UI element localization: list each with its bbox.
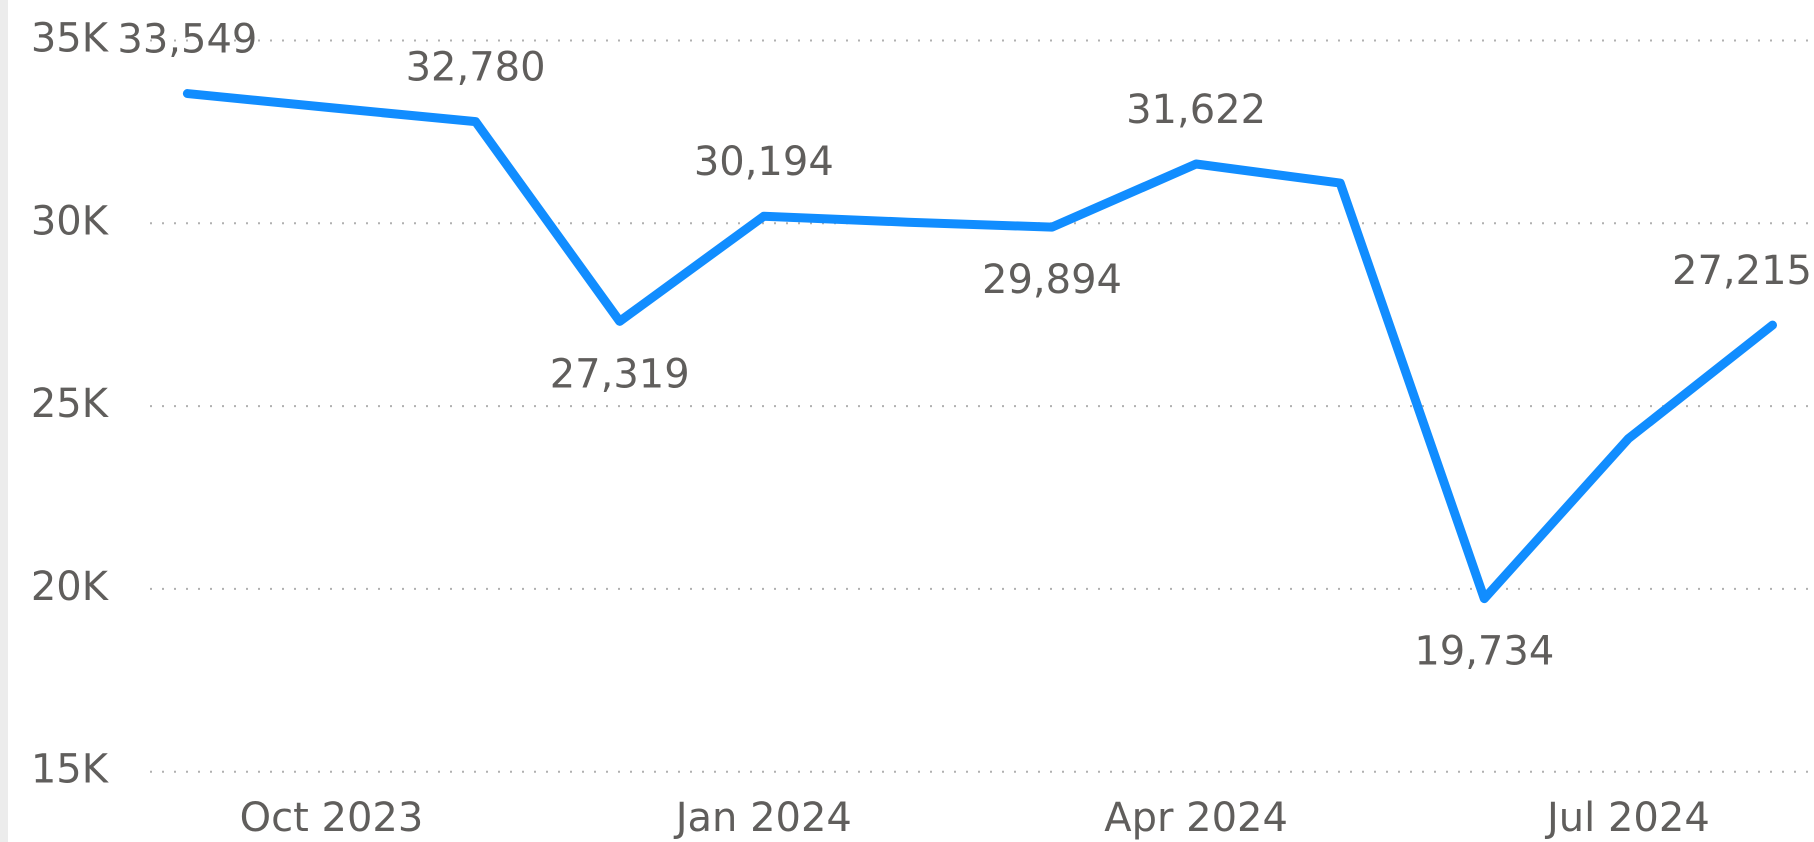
y-tick-label: 25K [31,381,110,427]
data-label: 29,894 [982,257,1122,303]
y-tick-label: 20K [31,564,110,610]
data-label: 33,549 [117,17,257,63]
y-tick-label: 30K [31,198,110,244]
data-label: 27,215 [1672,248,1812,294]
x-tick-label: Jan 2024 [673,795,852,841]
x-tick-label: Oct 2023 [240,795,424,841]
x-tick-label: Jul 2024 [1544,795,1710,841]
data-label: 32,780 [406,45,546,91]
data-label: 30,194 [694,139,834,185]
left-edge [0,0,8,842]
data-label: 31,622 [1126,87,1266,133]
y-tick-label: 15K [31,747,110,793]
x-tick-label: Apr 2024 [1104,795,1288,841]
data-label: 19,734 [1414,629,1554,675]
y-tick-label: 35K [31,16,110,62]
data-label: 27,319 [550,351,690,397]
series-line [182,89,1777,604]
